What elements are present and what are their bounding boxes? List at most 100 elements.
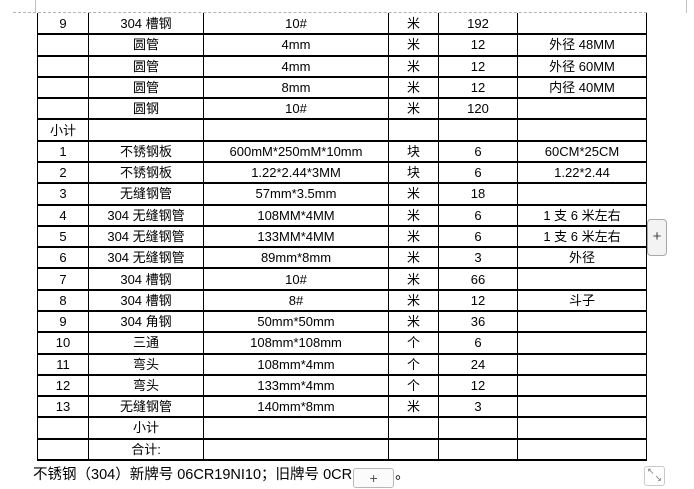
table-cell[interactable]: 弯头 [88,373,204,398]
table-cell[interactable]: 133mm*4mm [203,373,389,398]
table-cell[interactable]: 108mm*108mm [203,331,389,355]
table-cell[interactable]: 304 无缝钢管 [88,224,204,249]
table-cell[interactable] [438,437,518,462]
table-cell[interactable]: 50mm*50mm [203,309,389,334]
table-cell[interactable]: 小计 [88,416,204,440]
table-cell[interactable]: 圆管 [88,75,204,100]
table-cell[interactable] [517,437,647,462]
table-cell[interactable]: 89mm*8mm [203,246,389,270]
table-cell[interactable]: 8# [203,288,389,312]
table-cell[interactable] [438,416,518,440]
table-cell[interactable]: 外径 48MM [517,33,647,57]
table-cell[interactable]: 10# [203,13,389,36]
inline-add-button[interactable]: + [353,468,395,488]
table-cell[interactable]: 不锈钢板 [88,160,204,185]
table-cell[interactable]: 304 无缝钢管 [88,246,204,270]
table-cell[interactable]: 圆管 [88,54,204,78]
table-cell[interactable]: 108mm*4mm [203,352,389,376]
table-cell[interactable] [517,118,647,142]
table-cell[interactable] [517,309,647,334]
table-cell[interactable]: 6 [438,203,518,227]
table-cell[interactable] [203,416,389,440]
table-cell[interactable]: 无缝钢管 [88,182,204,206]
table-cell[interactable]: 米 [388,395,439,419]
table-cell[interactable]: 12 [438,373,518,398]
table-cell[interactable] [438,118,518,142]
table-cell[interactable] [37,437,89,462]
table-cell[interactable]: 块 [388,160,439,185]
table-cell[interactable]: 1 支 6 米左右 [517,203,647,227]
table-cell[interactable]: 304 槽钢 [88,267,204,291]
table-cell[interactable]: 6 [438,331,518,355]
table-cell[interactable]: 140mm*8mm [203,395,389,419]
table-cell[interactable] [203,437,389,462]
table-cell[interactable]: 133MM*4MM [203,224,389,249]
table-cell[interactable]: 8mm [203,75,389,100]
table-cell[interactable]: 12 [438,54,518,78]
table-cell[interactable]: 块 [388,139,439,163]
table-cell[interactable]: 10 [37,331,89,355]
table-cell[interactable]: 9 [37,13,89,36]
table-cell[interactable] [388,416,439,440]
table-cell[interactable]: 外径 [517,246,647,270]
table-cell[interactable]: 1 [37,139,89,163]
table-cell[interactable]: 10# [203,97,389,121]
table-cell[interactable]: 内径 40MM [517,75,647,100]
table-cell[interactable]: 12 [438,288,518,312]
table-cell[interactable]: 三通 [88,331,204,355]
table-cell[interactable] [388,437,439,462]
table-cell[interactable]: 个 [388,373,439,398]
table-cell[interactable]: 米 [388,97,439,121]
table-cell[interactable]: 2 [37,160,89,185]
table-cell[interactable] [388,118,439,142]
table-cell[interactable]: 304 槽钢 [88,288,204,312]
insert-row-button[interactable]: + [647,219,667,256]
table-cell[interactable]: 圆钢 [88,97,204,121]
table-cell[interactable]: 13 [37,395,89,419]
table-cell[interactable] [37,416,89,440]
table-cell[interactable]: 600mM*250mM*10mm [203,139,389,163]
table-cell[interactable]: 10# [203,267,389,291]
table-cell[interactable]: 11 [37,352,89,376]
table-cell[interactable] [203,118,389,142]
table-cell[interactable]: 66 [438,267,518,291]
table-cell[interactable]: 7 [37,267,89,291]
table-cell[interactable]: 3 [37,182,89,206]
table-resize-handle[interactable]: ↖ ↘ [644,466,665,486]
table-cell[interactable]: 4mm [203,54,389,78]
table-cell[interactable] [517,416,647,440]
table-cell[interactable]: 不锈钢板 [88,139,204,163]
table-cell[interactable]: 米 [388,13,439,36]
table-cell[interactable]: 圆管 [88,33,204,57]
table-cell[interactable] [517,395,647,419]
table-cell[interactable]: 12 [438,75,518,100]
table-cell[interactable]: 3 [438,246,518,270]
table-cell[interactable]: 304 角钢 [88,309,204,334]
table-cell[interactable] [88,118,204,142]
table-cell[interactable]: 6 [438,139,518,163]
table-cell[interactable]: 米 [388,33,439,57]
table-cell[interactable]: 小计 [37,118,89,142]
table-cell[interactable]: 1.22*2.44 [517,160,647,185]
table-cell[interactable]: 外径 60MM [517,54,647,78]
table-cell[interactable]: 米 [388,309,439,334]
table-cell[interactable]: 个 [388,352,439,376]
table-cell[interactable] [37,33,89,57]
table-cell[interactable] [517,352,647,376]
table-cell[interactable] [517,331,647,355]
table-cell[interactable]: 304 槽钢 [88,13,204,36]
table-cell[interactable] [517,97,647,121]
table-cell[interactable]: 4 [37,203,89,227]
table-cell[interactable] [37,75,89,100]
table-cell[interactable]: 57mm*3.5mm [203,182,389,206]
table-cell[interactable]: 1 支 6 米左右 [517,224,647,249]
table-cell[interactable]: 12 [37,373,89,398]
table-cell[interactable]: 米 [388,75,439,100]
table-cell[interactable]: 米 [388,288,439,312]
table-cell[interactable]: 米 [388,203,439,227]
table-cell[interactable]: 无缝钢管 [88,395,204,419]
table-cell[interactable]: 米 [388,267,439,291]
table-cell[interactable] [517,13,647,36]
table-cell[interactable]: 60CM*25CM [517,139,647,163]
table-cell[interactable]: 8 [37,288,89,312]
